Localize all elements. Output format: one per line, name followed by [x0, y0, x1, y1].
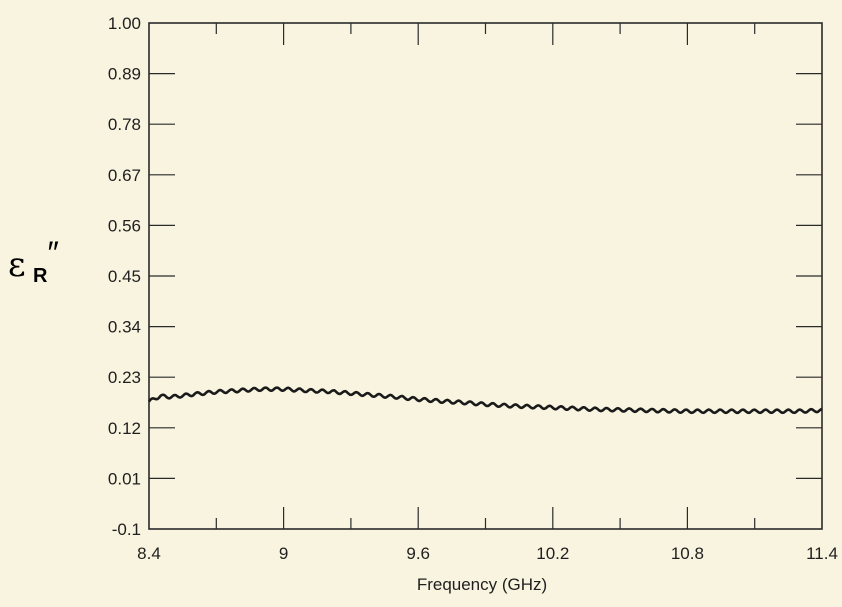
x-tick-label: 11.4	[806, 544, 838, 563]
y-tick-label: 0.45	[108, 267, 141, 286]
y-tick-label: -0.1	[112, 520, 141, 539]
x-tick-label: 9.6	[406, 544, 430, 563]
x-tick-labels: 8.4 9 9.6 10.2 10.8 11.4	[137, 544, 838, 563]
x-tick-label: 9	[279, 544, 288, 563]
y-tick-label: 0.23	[108, 368, 141, 387]
y-tick-label: 0.12	[108, 419, 141, 438]
y-tick-label: 0.89	[108, 65, 141, 84]
y-tick-label: 0.78	[108, 115, 141, 134]
y-tick-label: 0.34	[108, 318, 141, 337]
series-line	[147, 386, 823, 415]
x-tick-label: 10.2	[536, 544, 569, 563]
ticks	[149, 23, 822, 529]
y-tick-labels: 1.00 0.89 0.78 0.67 0.56 0.45 0.34 0.23 0.12 0.01…	[108, 14, 141, 539]
y-tick-label: 0.67	[108, 166, 141, 185]
y-tick-label: 0.01	[108, 469, 141, 488]
x-tick-label: 8.4	[137, 544, 161, 563]
y-axis-label-main: ε	[8, 245, 26, 285]
y-axis-label-sub: R	[33, 265, 48, 287]
plot-frame	[148, 22, 823, 530]
x-tick-label: 10.8	[671, 544, 704, 563]
x-axis-label: Frequency (GHz)	[417, 575, 547, 594]
y-tick-label: 0.56	[108, 216, 141, 235]
y-axis-label-prime: ″	[46, 235, 59, 271]
y-axis-label: ε R ″	[8, 235, 59, 287]
y-tick-label: 1.00	[108, 14, 141, 33]
